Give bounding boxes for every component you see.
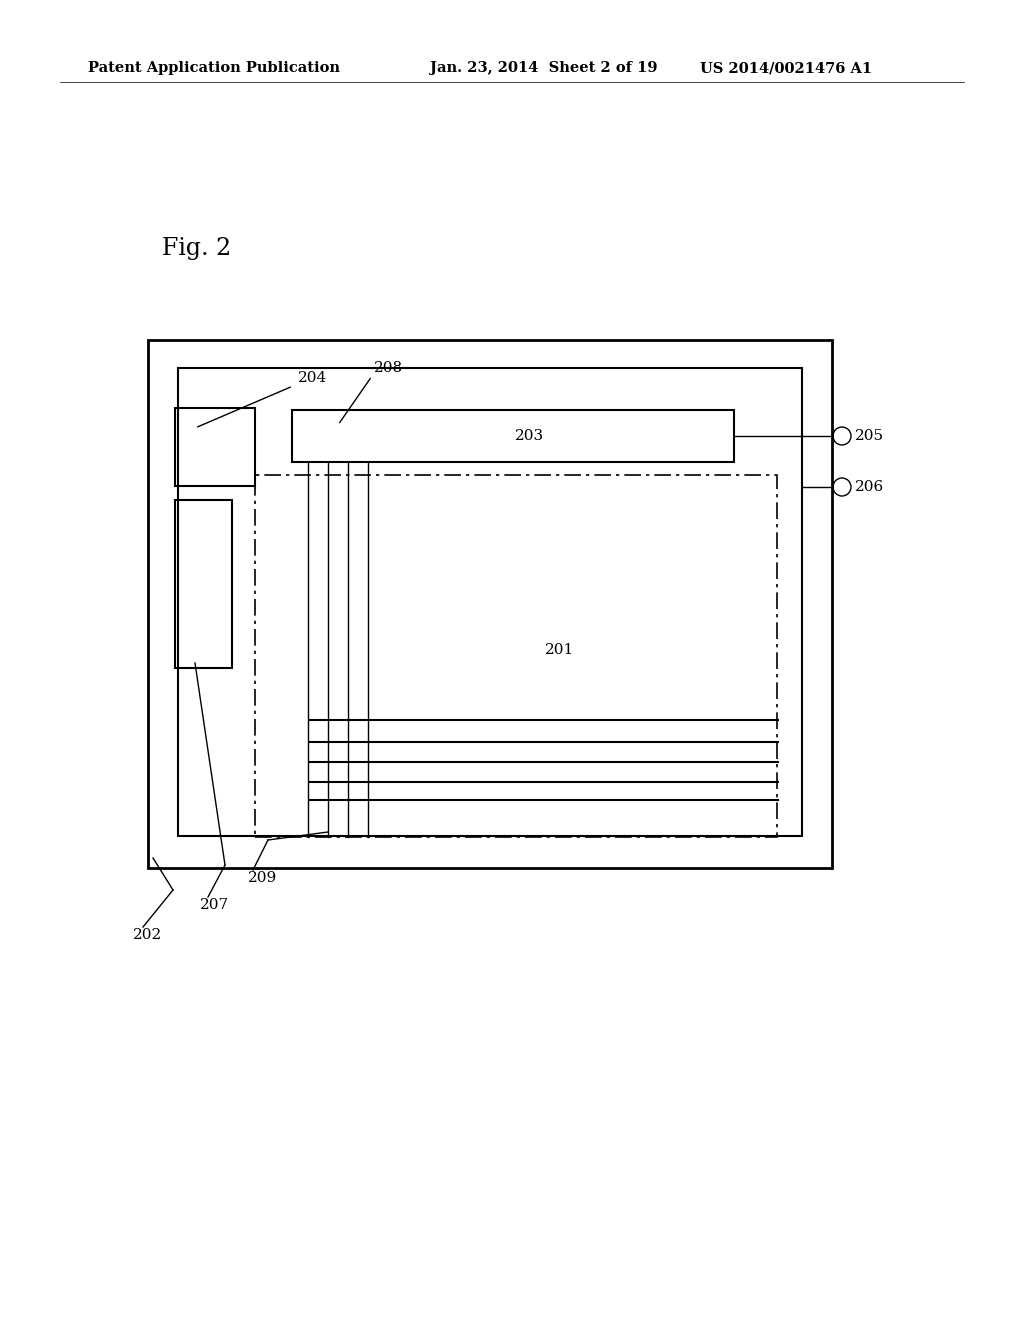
Bar [175,408,255,486]
Bar [255,475,777,837]
Text: 206: 206 [855,480,885,494]
Bar [148,341,831,869]
Text: 203: 203 [515,429,545,444]
Text: 208: 208 [374,360,403,375]
Text: 202: 202 [133,928,162,942]
Bar [175,500,232,668]
Text: 204: 204 [298,371,328,385]
Text: 207: 207 [200,898,229,912]
Text: Fig. 2: Fig. 2 [162,236,231,260]
Text: US 2014/0021476 A1: US 2014/0021476 A1 [700,61,872,75]
Text: Patent Application Publication: Patent Application Publication [88,61,340,75]
Text: 209: 209 [248,871,278,884]
Text: Jan. 23, 2014  Sheet 2 of 19: Jan. 23, 2014 Sheet 2 of 19 [430,61,657,75]
Text: 201: 201 [546,643,574,657]
Bar [178,368,802,836]
Bar [292,411,734,462]
Text: 205: 205 [855,429,884,444]
